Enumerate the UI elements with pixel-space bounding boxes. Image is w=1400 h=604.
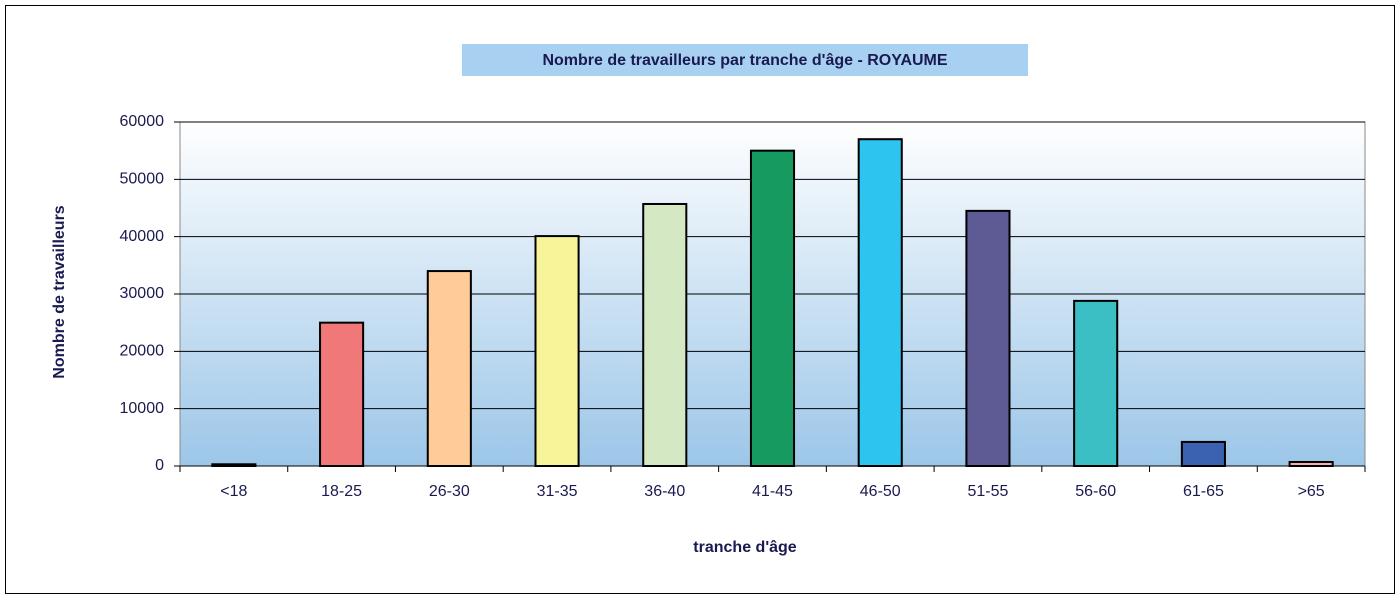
x-tick-label: 56-60 <box>1075 483 1116 500</box>
y-tick-label: 60000 <box>120 113 165 130</box>
y-tick-label: 30000 <box>120 285 165 302</box>
bar <box>857 138 903 467</box>
x-tick-label: 26-30 <box>429 483 470 500</box>
y-tick-label: 20000 <box>120 343 165 360</box>
x-tick-label: 51-55 <box>967 483 1008 500</box>
bar <box>211 463 257 467</box>
bar <box>965 209 1011 467</box>
x-tick-label: <18 <box>220 483 247 500</box>
y-axis-label: Nombre de travailleurs <box>51 205 68 379</box>
bar <box>534 235 580 467</box>
chart-title: Nombre de travailleurs par tranche d'âge… <box>542 52 947 69</box>
x-tick-label: 61-65 <box>1183 483 1224 500</box>
x-axis-label: tranche d'âge <box>693 539 796 556</box>
bar <box>749 149 796 468</box>
y-tick-label: 50000 <box>120 171 165 188</box>
x-tick-label: 46-50 <box>860 483 901 500</box>
y-tick-label: 40000 <box>120 228 165 245</box>
bar <box>319 321 365 467</box>
bar <box>642 202 688 467</box>
bar <box>1180 440 1226 468</box>
x-tick-label: 36-40 <box>644 483 685 500</box>
x-tick-label: 31-35 <box>537 483 578 500</box>
title-box <box>462 44 1028 76</box>
x-tick-label: 41-45 <box>752 483 793 500</box>
y-tick-label: 10000 <box>120 400 165 417</box>
x-tick-label: 18-25 <box>321 483 362 500</box>
y-tick-label: 0 <box>155 457 164 474</box>
bar <box>426 270 472 468</box>
bar <box>1288 460 1334 467</box>
bar <box>1073 299 1119 467</box>
x-tick-label: >65 <box>1298 483 1325 500</box>
